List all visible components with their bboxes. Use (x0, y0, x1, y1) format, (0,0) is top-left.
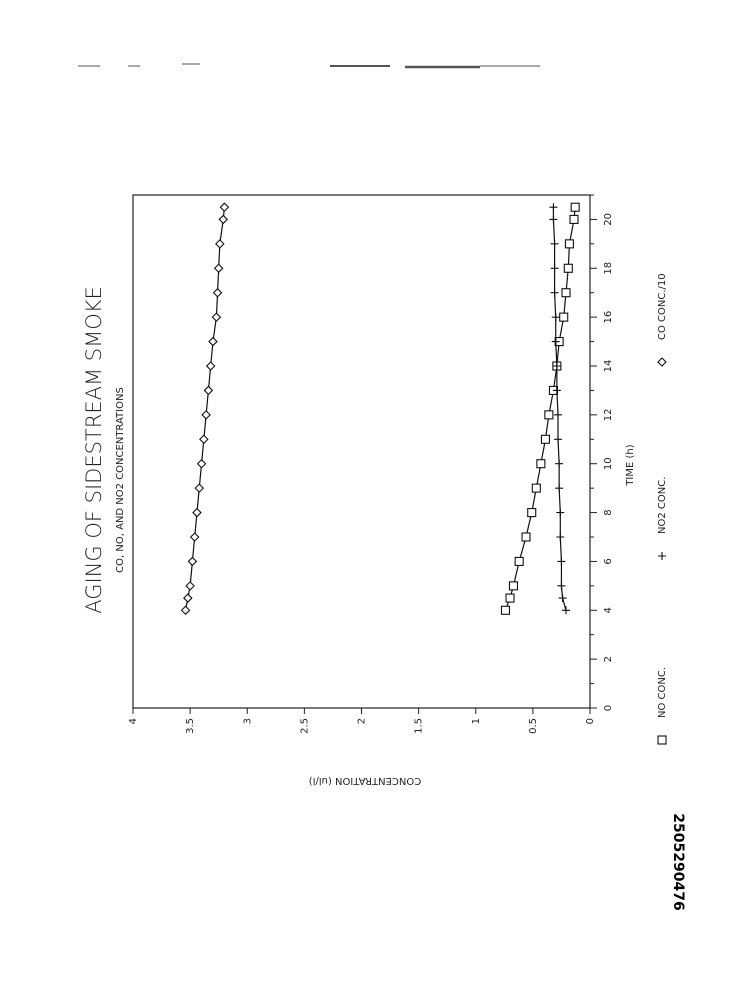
marker-plus (555, 459, 564, 468)
marker-diamond (212, 287, 223, 298)
marker-diamond (183, 593, 193, 603)
scan-artifacts (78, 63, 540, 69)
x-tick-label: 0 (603, 705, 614, 711)
marker-diamond (208, 336, 218, 347)
marker-square (508, 581, 519, 591)
marker-square (521, 532, 531, 542)
marker-diamond (185, 581, 195, 591)
x-tick-label: 8 (603, 509, 614, 515)
marker-plus (550, 288, 559, 297)
marker-square (564, 239, 574, 249)
legend-label: CO CONC./10 (657, 273, 668, 340)
x-tick-label: 12 (603, 408, 614, 421)
marker-square (540, 434, 550, 444)
marker-diamond (194, 483, 205, 493)
y-tick-label: 3 (242, 718, 253, 724)
y-tick-label: 1 (471, 718, 482, 724)
y-tick-label: 2 (357, 718, 368, 724)
y-axis-title: CONCENTRATION (ul/l) (309, 775, 422, 786)
marker-square (536, 459, 546, 469)
marker-plus (551, 337, 560, 346)
plot-frame (132, 194, 591, 709)
marker-diamond (211, 312, 222, 322)
marker-square (505, 593, 515, 603)
x-tick-label: 10 (603, 457, 614, 470)
y-tick-label: 0 (585, 718, 596, 724)
y-tick-label: 3.5 (185, 718, 196, 734)
x-tick-label: 14 (603, 360, 614, 373)
marker-plus (558, 594, 567, 603)
marker-diamond (657, 357, 667, 367)
marker-plus (550, 239, 559, 248)
chart: AGING OF SIDESTREAM SMOKE CO, NO, AND NO… (82, 194, 668, 745)
marker-diamond (189, 532, 200, 542)
marker-diamond (180, 605, 191, 616)
x-axis-title: TIME (h) (625, 444, 636, 486)
marker-diamond (196, 458, 207, 469)
marker-square (500, 605, 511, 615)
marker-diamond (187, 556, 198, 567)
marker-plus (555, 484, 564, 493)
marker-square (544, 410, 554, 420)
marker-diamond (215, 239, 225, 249)
legend-label: NO CONC. (657, 667, 668, 718)
x-tick-label: 6 (603, 558, 614, 564)
marker-plus (556, 533, 565, 541)
marker-plus (554, 410, 563, 419)
x-tick-label: 4 (603, 607, 614, 613)
chart-subtitle: CO, NO, AND NO2 CONCENTRATIONS (115, 387, 126, 573)
marker-square (570, 202, 580, 212)
x-tick-label: 20 (603, 213, 614, 226)
marker-square (657, 735, 667, 745)
marker-square (514, 556, 524, 566)
marker-plus (552, 362, 561, 370)
x-tick-label: 18 (603, 262, 614, 275)
x-tick-label: 2 (603, 656, 614, 662)
chart-title: AGING OF SIDESTREAM SMOKE (82, 286, 106, 614)
marker-plus (562, 606, 571, 615)
marker-square (563, 263, 573, 273)
marker-square (531, 483, 541, 493)
marker-diamond (199, 434, 209, 445)
marker-plus (549, 203, 558, 212)
y-tick-label: 2.5 (299, 718, 310, 734)
marker-diamond (192, 507, 202, 518)
marker-square (561, 288, 571, 298)
marker-diamond (201, 410, 211, 420)
marker-plus (658, 552, 666, 560)
marker-plus (549, 215, 558, 224)
marker-plus (557, 581, 566, 590)
marker-diamond (203, 385, 214, 396)
marker-diamond (205, 361, 216, 371)
marker-square (569, 214, 579, 224)
marker-diamond (218, 214, 229, 225)
marker-plus (557, 557, 566, 566)
marker-diamond (219, 202, 230, 212)
x-tick-label: 16 (603, 311, 614, 324)
marker-plus (550, 264, 559, 273)
document-id: 2505290476 (670, 813, 686, 910)
marker-plus (556, 508, 565, 517)
marker-plus (551, 313, 560, 322)
marker-square (559, 312, 569, 322)
marker-plus (554, 435, 563, 444)
marker-square (527, 508, 537, 518)
legend-label: NO2 CONC. (657, 477, 668, 534)
y-tick-label: 1.5 (414, 718, 425, 734)
marker-diamond (213, 263, 224, 274)
marker-plus (552, 386, 561, 395)
y-tick-label: 4 (128, 718, 139, 724)
y-tick-label: 0.5 (528, 718, 539, 734)
